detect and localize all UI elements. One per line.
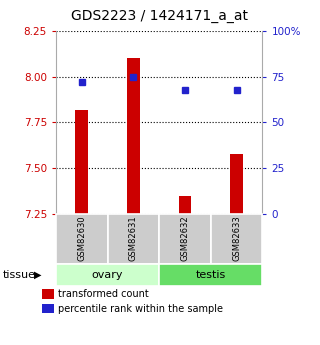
Bar [108, 214, 159, 264]
Bar [159, 264, 262, 286]
Text: GSM82631: GSM82631 [129, 215, 138, 261]
Bar [179, 196, 191, 214]
Text: percentile rank within the sample: percentile rank within the sample [58, 304, 223, 314]
Bar [159, 214, 211, 264]
Bar [230, 154, 243, 214]
Bar [211, 214, 262, 264]
Text: GSM82632: GSM82632 [180, 215, 189, 261]
Text: tissue: tissue [3, 270, 36, 280]
Text: GSM82630: GSM82630 [77, 215, 86, 261]
Text: ovary: ovary [92, 270, 123, 280]
Bar [42, 304, 54, 313]
Text: testis: testis [196, 270, 226, 280]
Text: GSM82633: GSM82633 [232, 215, 241, 261]
Bar [56, 214, 108, 264]
Bar [56, 264, 159, 286]
Bar [75, 110, 88, 214]
Bar [42, 289, 54, 299]
Text: ▶: ▶ [34, 270, 41, 280]
Bar [127, 59, 140, 214]
Text: transformed count: transformed count [58, 289, 148, 299]
Text: GDS2223 / 1424171_a_at: GDS2223 / 1424171_a_at [71, 9, 248, 22]
